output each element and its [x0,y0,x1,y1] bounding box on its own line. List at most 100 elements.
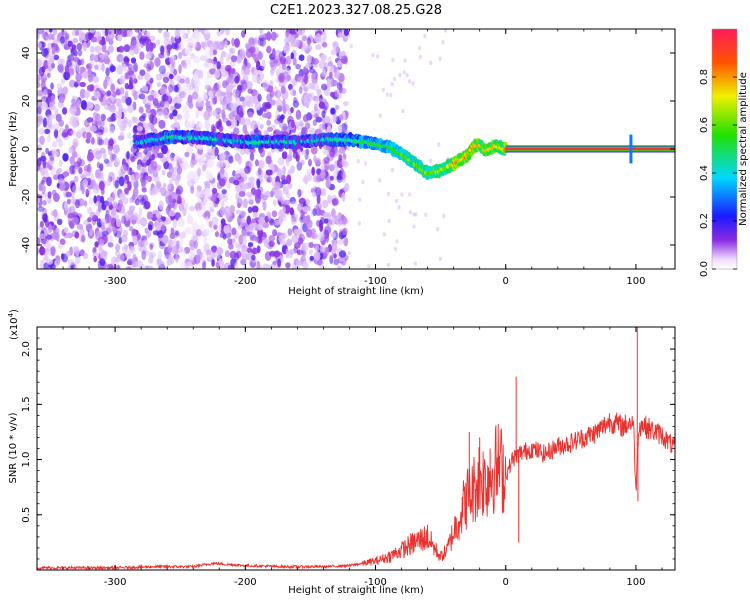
heatmap-cell [94,31,101,38]
heatmap-cell [122,229,129,237]
heatmap-cell [251,222,258,228]
heatmap-cell [236,73,241,82]
heatmap-cell [282,206,286,213]
heatmap-cell [259,216,265,225]
chart-title: C2E1.2023.327.08.25.G28 [270,3,442,18]
heatmap-cell [190,159,195,168]
heatmap-cell [191,40,197,48]
heatmap-cell [179,78,185,84]
heatmap-cell [210,124,216,133]
heatmap-cell [172,75,179,81]
heatmap-cell [297,76,304,83]
heatmap-cell [71,105,77,114]
heatmap-cell [337,264,342,269]
heatmap-cell [194,32,201,42]
heatmap-cell [339,256,345,262]
heatmap-cell [67,54,75,62]
heatmap-cell [58,96,65,104]
heatmap-cell [221,70,229,78]
heatmap-cell [244,182,252,190]
heatmap-cell [286,174,292,185]
heatmap-cell [64,32,70,40]
heatmap-cell [193,254,201,265]
heatmap-cell [93,255,97,263]
heatmap-cell [225,250,230,258]
heatmap-cell [189,53,196,59]
heatmap-cell [321,67,327,75]
heatmap-cell [117,33,122,42]
heatmap-cell [316,88,322,97]
heatmap-cell [193,55,200,64]
heatmap-cell [177,195,182,205]
heatmap-cell [278,74,283,81]
heatmap-cell [329,175,334,181]
heatmap-cell [254,237,259,243]
heatmap-cell [207,254,213,261]
heatmap-cell [203,243,210,253]
heatmap-cell [90,137,95,145]
heatmap-cell [92,215,99,222]
heatmap-cell [57,243,63,249]
heatmap-cell [87,73,93,83]
heatmap-cell [344,237,349,247]
heatmap-cell [81,71,89,79]
heatmap-cell [42,168,49,174]
heatmap-cell [42,117,48,128]
heatmap-cell [187,85,194,95]
heatmap-cell [209,173,214,181]
heatmap-cell [130,57,137,64]
heatmap-cells [37,29,675,269]
heatmap-cell [312,95,320,102]
heatmap-cell [311,232,318,240]
heatmap-cell [266,211,272,221]
heatmap-cell [40,96,48,102]
heatmap-cell [292,151,299,159]
heatmap-cell [115,98,122,107]
heatmap-cell [46,73,51,78]
heatmap-cell [83,200,88,207]
heatmap-cell [54,128,59,139]
heatmap-cell [234,262,239,269]
heatmap-cell [331,208,336,219]
heatmap-cell [182,208,187,216]
heatmap-cell [331,198,339,206]
heatmap-cell [71,150,78,158]
heatmap-cell [194,178,198,184]
heatmap-cell [202,94,208,102]
heatmap-cell [52,123,60,131]
heatmap-cell [124,249,131,259]
heatmap-cell [151,187,159,196]
heatmap-cell [246,62,251,69]
heatmap-cell [263,239,270,248]
heatmap-cell [48,53,55,60]
heatmap-cell [241,101,247,108]
heatmap-cell [70,48,75,57]
heatmap-cell [202,91,208,100]
heatmap-cell [270,69,275,77]
heatmap-cell [221,112,226,120]
heatmap-cell [193,240,198,249]
y-tick-label: -20 [21,189,32,205]
heatmap-cell [225,93,233,104]
heatmap-cell [139,37,146,45]
heatmap-cell [330,107,336,115]
heatmap-cell [367,263,371,269]
heatmap-cell [241,64,247,71]
heatmap-cell [228,243,234,250]
heatmap-cell [88,197,94,205]
heatmap-cell [323,229,330,239]
heatmap-cell [184,47,191,55]
heatmap-cell [118,176,125,187]
heatmap-cell [126,151,130,160]
heatmap-cell [161,145,168,154]
heatmap-cell [90,53,95,61]
heatmap-cell [109,137,114,146]
heatmap-cell [109,114,115,123]
heatmap-cell [306,169,312,176]
heatmap-cell [198,191,205,199]
heatmap-cell [37,58,43,68]
heatmap-cell [226,76,233,83]
heatmap-cell [107,242,114,248]
heatmap-cell [85,188,90,198]
heatmap-cell [238,176,244,183]
